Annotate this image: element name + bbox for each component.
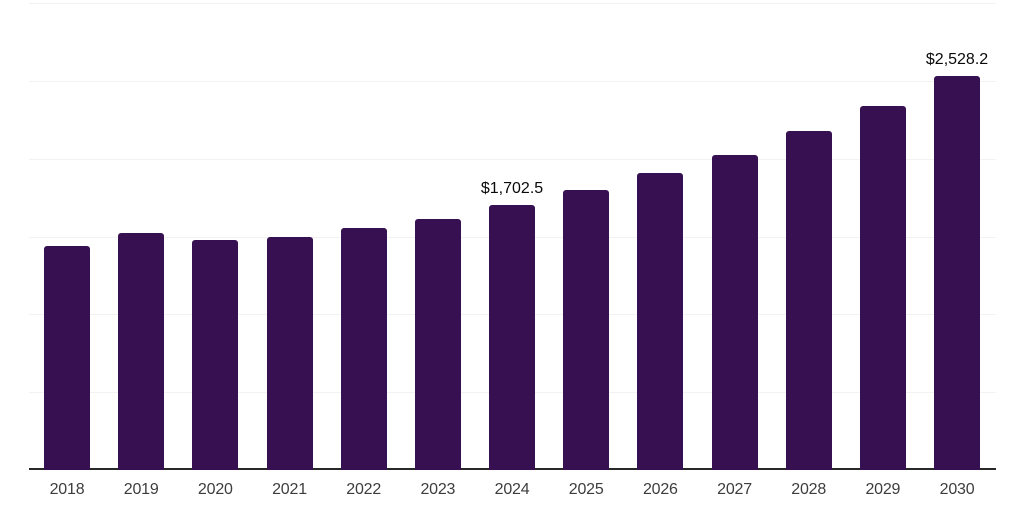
plot-area: $1,702.5 $2,528.2 [29, 3, 996, 470]
x-tick-2018: 2018 [49, 481, 85, 498]
x-tick-2028: 2028 [791, 481, 827, 498]
x-tick-2026: 2026 [642, 481, 678, 498]
bar-2023 [414, 218, 461, 470]
x-tick-2022: 2022 [346, 481, 382, 498]
x-tick-2019: 2019 [123, 481, 159, 498]
bar-value-label-2030: $2,528.2 [925, 51, 989, 69]
gridline-2500 [29, 80, 996, 82]
bar-2025 [563, 189, 610, 470]
x-tick-2030: 2030 [939, 481, 975, 498]
x-tick-2027: 2027 [717, 481, 752, 498]
gridline-3000 [29, 3, 996, 4]
x-tick-2025: 2025 [568, 481, 604, 498]
x-tick-2024: 2024 [494, 481, 530, 498]
bar-2021 [266, 236, 313, 470]
bar-2029 [859, 105, 906, 470]
x-tick-2020: 2020 [197, 481, 233, 498]
x-tick-2023: 2023 [420, 481, 456, 498]
bar-2027 [711, 154, 758, 470]
bar-2024 [489, 204, 536, 470]
x-tick-2021: 2021 [272, 481, 307, 498]
bar-2020 [192, 240, 239, 470]
x-axis: 2018 2019 2020 2021 2022 2023 2024 2025 2026 2027… [0, 479, 1024, 505]
bar-2030 [934, 76, 981, 470]
bar-value-label-2024: $1,702.5 [480, 179, 544, 197]
bar-2028 [785, 131, 832, 470]
bar-2026 [637, 173, 684, 470]
bar-2019 [118, 233, 165, 470]
bar-2022 [340, 227, 387, 470]
gridline-2000 [29, 158, 996, 160]
x-tick-2029: 2029 [865, 481, 901, 498]
bar-2018 [44, 245, 90, 470]
